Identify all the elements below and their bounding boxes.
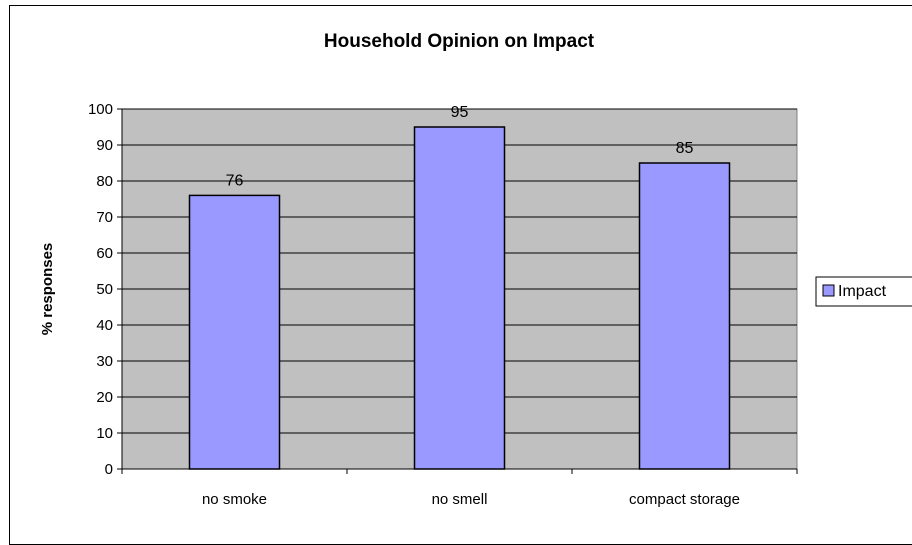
x-axis-ticks: no smoke no smell compact storage <box>121 469 798 508</box>
x-tick-label: compact storage <box>629 491 740 508</box>
y-tick-label: 20 <box>96 389 113 406</box>
y-tick-label: 70 <box>96 209 113 226</box>
x-tick-label: no smoke <box>202 491 267 508</box>
legend-label-impact: Impact <box>838 283 887 300</box>
bar-no-smoke <box>188 194 281 470</box>
y-tick-label: 90 <box>96 137 113 154</box>
data-labels: 76 95 85 <box>226 104 694 189</box>
y-tick-label: 100 <box>88 101 113 118</box>
x-tick-label: no smell <box>432 491 488 508</box>
y-tick-label: 0 <box>105 461 113 478</box>
y-tick-label: 80 <box>96 173 113 190</box>
chart-title: Household Opinion on Impact <box>324 31 595 52</box>
data-label: 85 <box>676 140 694 157</box>
y-tick-label: 50 <box>96 281 113 298</box>
data-label: 76 <box>226 172 244 189</box>
data-label: 95 <box>451 104 469 121</box>
y-tick-label: 60 <box>96 245 113 262</box>
legend: Impact <box>815 276 912 307</box>
y-tick-label: 40 <box>96 317 113 334</box>
y-axis-ticks: 0 10 20 30 40 50 60 70 80 90 100 <box>88 101 122 478</box>
bar-no-smell <box>413 126 506 470</box>
bar-compact-storage <box>638 162 731 470</box>
y-tick-label: 30 <box>96 353 113 370</box>
legend-swatch <box>822 284 835 297</box>
y-axis-label: % responses <box>39 243 56 336</box>
y-tick-label: 10 <box>96 425 113 442</box>
